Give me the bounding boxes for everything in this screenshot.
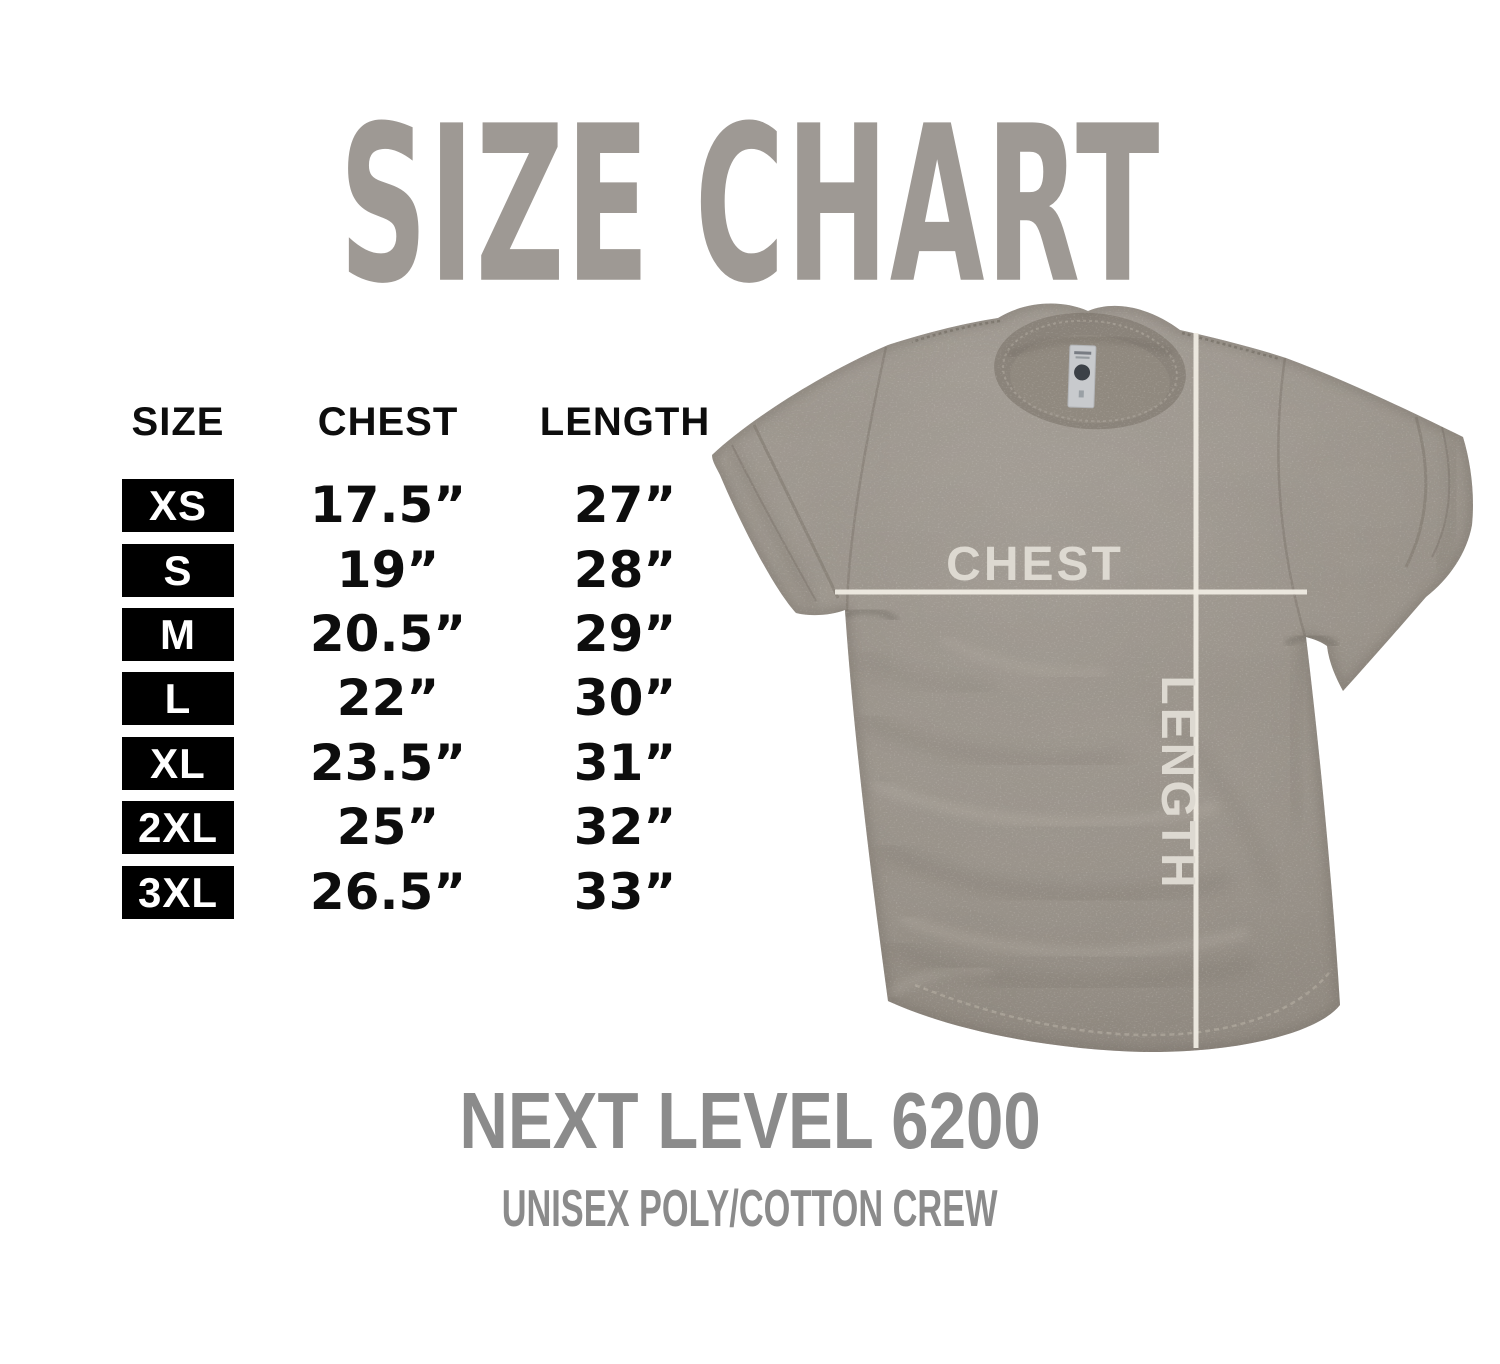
tshirt-fabric-detail	[712, 303, 1473, 1053]
tag-size-mark	[1078, 390, 1084, 398]
length-measure-label: LENGTH	[1151, 675, 1204, 890]
size-badge: XS	[122, 479, 234, 532]
table-row: 3XL 26.5” 33”	[0, 866, 750, 919]
product-description: UNISEX POLY/COTTON CREW	[502, 1180, 998, 1238]
length-value: 29”	[573, 605, 677, 663]
size-badge: S	[122, 544, 234, 597]
page-title: SIZE CHART	[339, 80, 1161, 332]
size-badge: L	[122, 672, 234, 725]
table-row: XL 23.5” 31”	[0, 737, 750, 790]
length-value: 28”	[573, 541, 677, 599]
table-row: XS 17.5” 27”	[0, 479, 750, 532]
length-value: 27”	[573, 476, 677, 534]
chest-value: 19”	[336, 541, 440, 599]
length-value: 32”	[573, 798, 677, 856]
brand-logo-icon	[1074, 364, 1091, 381]
tag-text-line	[1075, 356, 1090, 359]
product-name: NEXT LEVEL 6200	[459, 1076, 1041, 1165]
chest-value: 23.5”	[309, 734, 467, 792]
table-row: 2XL 25” 32”	[0, 801, 750, 854]
tag-text-line	[1074, 351, 1092, 355]
column-header-size: SIZE	[131, 400, 225, 444]
product-name-wrap: NEXT LEVEL 6200	[0, 1080, 1500, 1162]
size-badge: 3XL	[122, 866, 234, 919]
product-description-wrap: UNISEX POLY/COTTON CREW	[0, 1182, 1500, 1236]
column-header-length: LENGTH	[539, 400, 711, 444]
chest-measure-label: CHEST	[946, 538, 1124, 591]
chest-value: 17.5”	[309, 476, 467, 534]
table-row: L 22” 30”	[0, 672, 750, 725]
size-badge: 2XL	[122, 801, 234, 854]
table-row: S 19” 28”	[0, 544, 750, 597]
size-badge: XL	[122, 737, 234, 790]
tshirt-photo: CHEST LENGTH	[712, 303, 1473, 1053]
chest-value: 25”	[336, 798, 440, 856]
neck-tag	[1067, 344, 1097, 409]
chest-value: 26.5”	[309, 863, 467, 921]
measurement-overlay: CHEST LENGTH	[835, 333, 1307, 1048]
table-row: M 20.5” 29”	[0, 608, 750, 661]
chest-value: 22”	[336, 669, 440, 727]
size-badge: M	[122, 608, 234, 661]
column-header-chest: CHEST	[317, 400, 459, 444]
length-value: 33”	[573, 863, 677, 921]
title-wrap: SIZE CHART	[0, 95, 1500, 317]
chest-value: 20.5”	[309, 605, 467, 663]
length-value: 31”	[573, 734, 677, 792]
length-value: 30”	[573, 669, 677, 727]
